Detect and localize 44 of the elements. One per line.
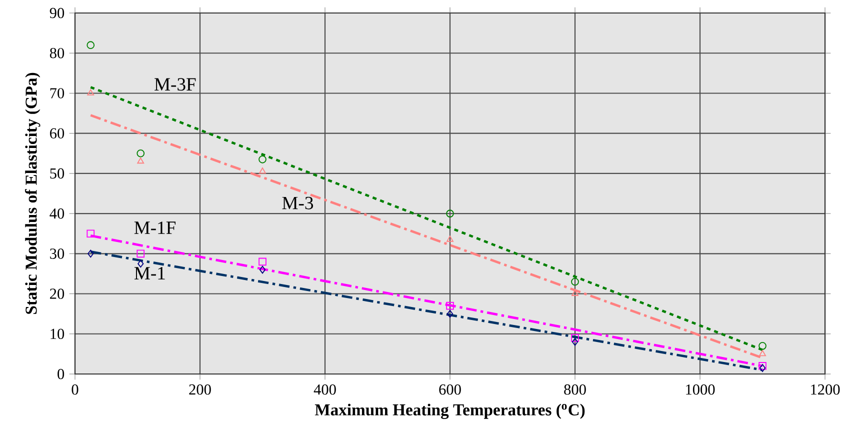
point — [87, 89, 94, 96]
point — [446, 310, 454, 318]
y-tick-label: 20 — [50, 288, 64, 299]
point — [758, 362, 766, 370]
point — [446, 302, 454, 310]
y-tick-label: 10 — [50, 328, 64, 340]
x-tick-label: 1200 — [811, 384, 840, 395]
point — [86, 230, 95, 238]
x-tick-label: 600 — [439, 384, 461, 395]
y-tick-label: 50 — [50, 168, 64, 179]
point — [758, 342, 766, 350]
x-axis-title: Maximum Heating Temperatures ($^{o}$C) — [314, 404, 585, 419]
point — [258, 258, 266, 266]
y-tick-label: 40 — [50, 208, 64, 219]
point — [136, 149, 145, 158]
point — [571, 278, 579, 286]
y-tick-label: 0 — [58, 368, 64, 380]
point — [259, 266, 266, 274]
x-tick-label: 0 — [72, 384, 78, 395]
y-tick-label: 80 — [50, 48, 64, 58]
point — [88, 250, 94, 258]
y-tick-label: 30 — [50, 248, 64, 259]
point — [137, 157, 144, 164]
point — [571, 334, 579, 342]
point — [446, 210, 454, 218]
point — [259, 168, 266, 174]
point — [759, 350, 766, 356]
point — [446, 236, 454, 242]
x-tick-label: 1000 — [686, 384, 715, 395]
point — [258, 155, 266, 164]
series-label: M-1 — [134, 267, 165, 280]
series-label: M-3F — [154, 78, 196, 91]
x-tick-label: 800 — [564, 384, 586, 395]
y-tick-label: 70 — [50, 88, 64, 98]
point — [572, 338, 578, 346]
y-tick-label: 90 — [50, 8, 64, 18]
point — [136, 250, 145, 258]
y-axis-title: Static Modulus of Elasticity (GPa) — [24, 72, 40, 314]
series-label: M-3 — [282, 196, 314, 210]
y-tick-label: 60 — [50, 128, 64, 138]
point — [86, 41, 95, 50]
x-tick-label: 200 — [189, 384, 211, 395]
series-label: M-1F — [134, 222, 176, 234]
x-tick-label: 400 — [314, 384, 336, 395]
